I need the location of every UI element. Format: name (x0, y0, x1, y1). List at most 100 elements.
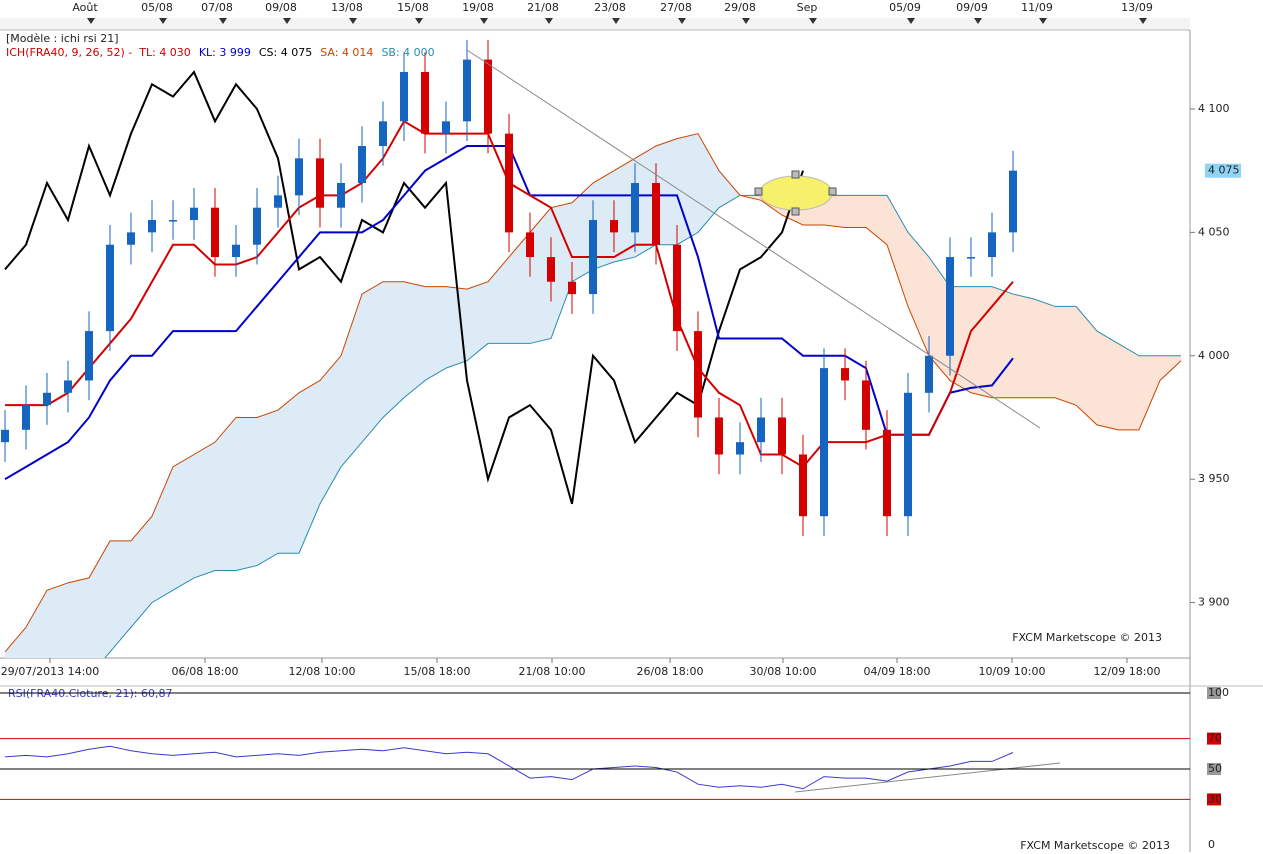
legend-item: KL: 3 999 (199, 46, 251, 59)
y-tick-label: 4 100 (1198, 102, 1230, 115)
handle (754, 187, 763, 196)
cloud-segment (110, 540, 131, 652)
candle-body (358, 145, 366, 184)
cloud-segment (383, 281, 404, 418)
cloud-segment (1139, 355, 1160, 430)
trend-line (466, 49, 1041, 429)
top-axis-label: 29/08 (724, 1, 756, 14)
x-tick-label: 15/08 18:00 (404, 665, 471, 678)
last-price-box (1205, 163, 1241, 178)
cloud-segment (929, 257, 950, 381)
candle-body (778, 417, 786, 455)
top-axis-label: 11/09 (1021, 1, 1053, 14)
candle-body (610, 220, 618, 233)
x-tick-label: 21/08 10:00 (519, 665, 586, 678)
top-axis-marker (159, 18, 167, 24)
cloud-segment (1097, 331, 1118, 430)
cloud-segment (26, 590, 47, 658)
top-axis-label: Août (72, 1, 98, 14)
x-tick-label: 12/08 10:00 (289, 665, 356, 678)
candle-body (967, 257, 975, 259)
candle-body (694, 331, 702, 418)
y-tick-box (1207, 793, 1221, 806)
cloud-segment (446, 286, 467, 369)
top-axis-label: 09/08 (265, 1, 297, 14)
candle-body (22, 405, 30, 430)
cloud-segment (530, 207, 551, 344)
candle-body (484, 59, 492, 134)
cloud-segment (866, 195, 887, 245)
cloud-segment (908, 232, 929, 356)
cloud-segment (68, 577, 89, 658)
cloud-segment (89, 540, 110, 658)
top-axis-label: 23/08 (594, 1, 626, 14)
cloud-segment (1055, 306, 1076, 406)
candle-body (526, 232, 534, 258)
cloud-segment (488, 257, 509, 344)
cloud-segment (194, 442, 215, 578)
y-tick-label: 70 (1208, 732, 1222, 745)
x-tick-label: 10/09 10:00 (979, 665, 1046, 678)
cloud-segment (677, 133, 698, 245)
cloud-segment (131, 516, 152, 628)
top-axis-marker (415, 18, 423, 24)
candle-body (127, 232, 135, 245)
legend: ICH(FRA40, 9, 26, 52) - TL: 4 030 KL: 3 99… (6, 46, 435, 59)
y-tick-label: 100 (1208, 686, 1229, 699)
candle-body (316, 158, 324, 208)
series-line (4, 133, 1182, 653)
candle-body (442, 121, 450, 134)
top-axis-label: 27/08 (660, 1, 692, 14)
legend-item: ICH(FRA40, 9, 26, 52) - (6, 46, 132, 59)
candle-body (673, 244, 681, 332)
candle-body (862, 380, 870, 430)
overlay (466, 49, 1061, 793)
top-axis-band (0, 18, 1190, 30)
handle (828, 187, 837, 196)
cloud-segment (404, 281, 425, 398)
candle-body (232, 244, 240, 258)
y-tick-label: 4 000 (1198, 349, 1230, 362)
top-axis-label: 19/08 (462, 1, 494, 14)
cloud-segment (299, 380, 320, 554)
y-tick-box (1207, 732, 1221, 745)
cloud-segment (341, 294, 362, 467)
candle-body (715, 417, 723, 455)
cloud-segment (1013, 294, 1034, 398)
top-axis-marker (87, 18, 95, 24)
price-panel (1, 39, 1182, 658)
last-price-label: 4 075 (1208, 164, 1240, 177)
y-tick-label: 30 (1208, 792, 1222, 805)
candle-body (841, 368, 849, 381)
cloud-segment (992, 286, 1013, 398)
candle-body (505, 133, 513, 233)
candle-body (85, 331, 93, 381)
top-axis-label: 07/08 (201, 1, 233, 14)
cloud-segment (362, 281, 383, 443)
y-tick-label: 3 950 (1198, 472, 1230, 485)
top-axis-label: Sep (797, 1, 818, 14)
candle-body (946, 257, 954, 356)
top-axis-label: 13/09 (1121, 1, 1153, 14)
cloud-segment (1160, 355, 1181, 381)
y-tick-label: 4 050 (1198, 225, 1230, 238)
candle-body (883, 429, 891, 517)
cloud-segment (698, 133, 719, 233)
cloud-segment (257, 410, 278, 566)
rsi-line (4, 745, 1014, 790)
candle-body (148, 220, 156, 233)
top-axis-label: 15/08 (397, 1, 429, 14)
cloud-segment (1076, 306, 1097, 425)
candle-body (106, 244, 114, 332)
top-axis-marker (809, 18, 817, 24)
candle-body (337, 183, 345, 208)
candle-body (1009, 170, 1017, 233)
cloud-segment (173, 454, 194, 591)
x-tick-label: 30/08 10:00 (750, 665, 817, 678)
legend-item: SB: 4 000 (381, 46, 434, 59)
candle-body (421, 71, 429, 134)
candle-body (253, 207, 261, 245)
cloud-segment (5, 627, 26, 658)
cloud-segment (614, 158, 635, 262)
candle-body (652, 183, 660, 245)
